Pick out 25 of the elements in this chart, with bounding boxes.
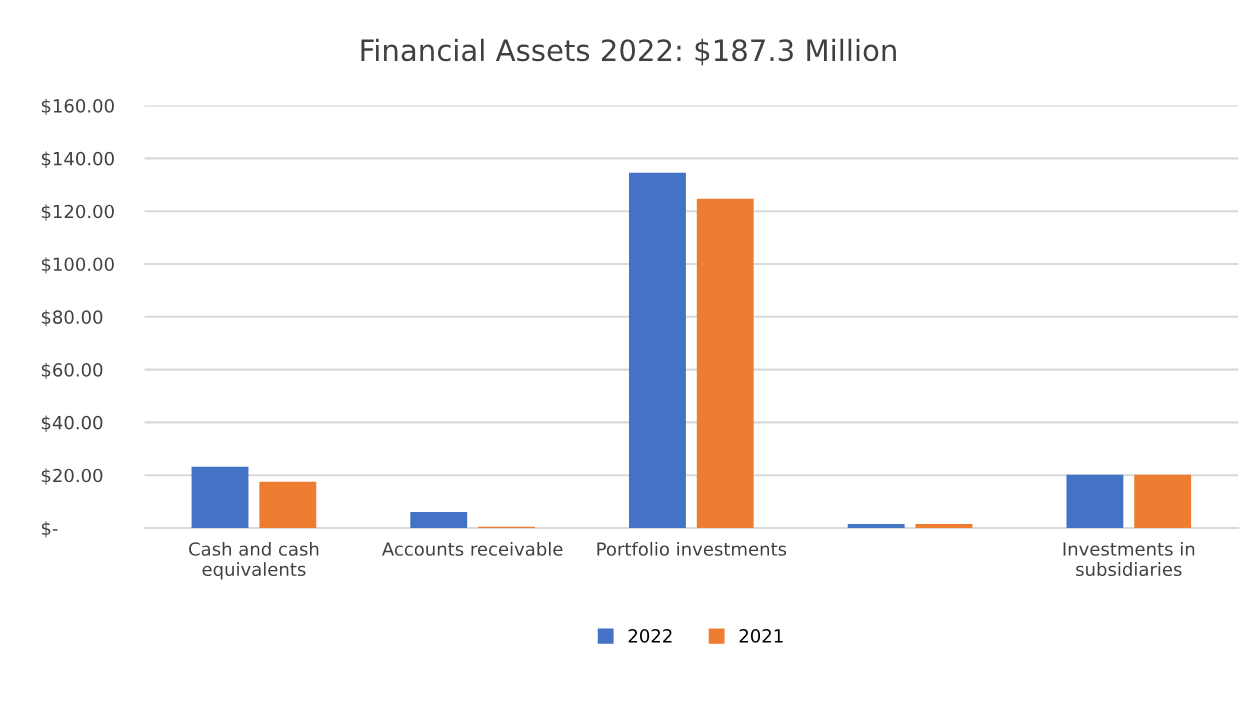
bar (1066, 474, 1124, 528)
y-tick-label: $160.00 (41, 98, 114, 116)
bar (191, 466, 249, 528)
bar (915, 524, 973, 528)
y-tick-label: $- (41, 521, 58, 538)
chart-title: Financial Assets 2022: $187.3 Million (361, 38, 896, 66)
x-tick-label: Investments in subsidiaries (1063, 541, 1195, 577)
legend-label: 2021 (739, 629, 783, 643)
y-tick-label: $100.00 (41, 257, 114, 274)
y-tick-label: $40.00 (41, 415, 103, 432)
y-tick-label: $20.00 (41, 468, 103, 485)
bar (1134, 474, 1192, 528)
y-tick-label: $120.00 (41, 204, 114, 221)
bar (847, 524, 905, 528)
y-tick-label: $80.00 (41, 309, 103, 327)
bar (696, 198, 754, 528)
bar (259, 481, 317, 528)
x-tick-label: Portfolio investments (597, 541, 787, 556)
x-tick-label: Cash and cash equivalents (189, 541, 319, 580)
y-tick-label: $60.00 (41, 362, 103, 380)
legend-label: 2022 (628, 629, 672, 643)
y-tick-label: $140.00 (41, 151, 114, 168)
bar (410, 511, 468, 528)
x-tick-label: Accounts receivable (381, 541, 563, 556)
bar (629, 172, 686, 528)
